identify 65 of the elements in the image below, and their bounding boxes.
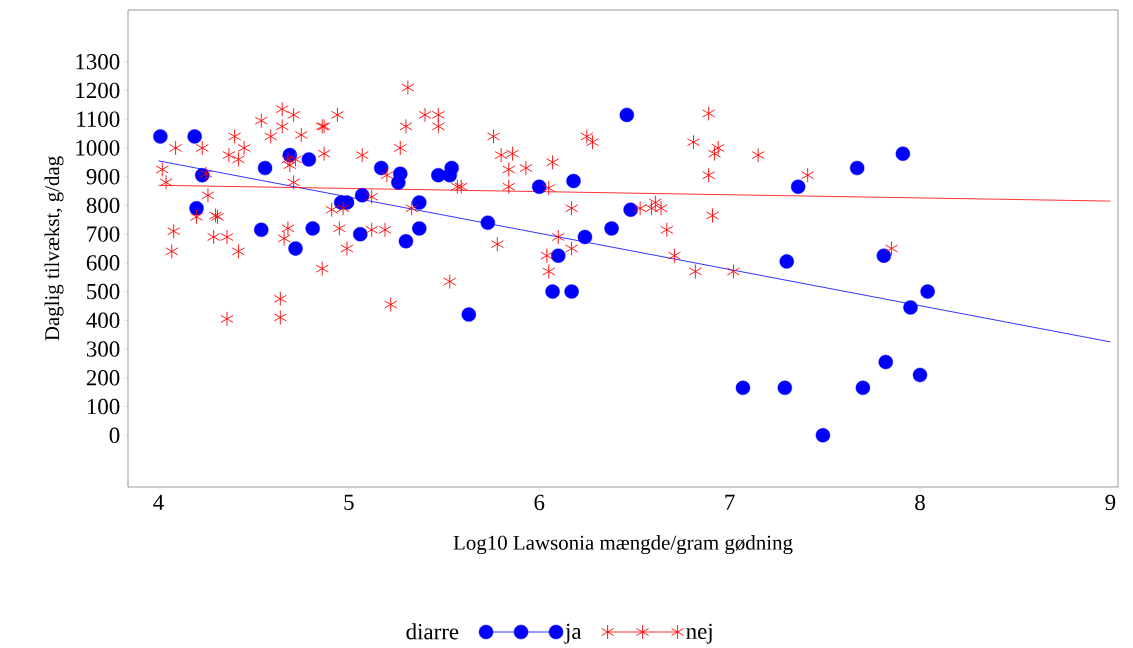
point — [398, 234, 414, 249]
point — [735, 380, 751, 396]
x-tick-label: 8 — [915, 494, 925, 511]
point — [855, 380, 871, 396]
point — [353, 226, 368, 242]
point — [912, 367, 928, 383]
point — [305, 221, 320, 236]
point — [849, 160, 865, 176]
point — [815, 428, 831, 443]
point — [301, 152, 317, 167]
y-tick-label: 1100 — [77, 111, 120, 127]
point — [551, 248, 566, 263]
y-tick-label: 200 — [86, 370, 120, 386]
point — [566, 173, 581, 189]
y-axis-title: Daglig tilvækst, g/dag — [44, 156, 64, 341]
x-tick-label: 6 — [534, 494, 545, 511]
y-tick-label: 600 — [86, 255, 120, 271]
point — [779, 254, 794, 269]
point — [480, 215, 496, 230]
y-tick-label: 500 — [87, 283, 120, 300]
x-tick-label: 7 — [725, 494, 735, 510]
y-tick-label: 900 — [86, 168, 120, 185]
point — [876, 248, 892, 263]
point — [254, 222, 269, 238]
point — [187, 129, 202, 144]
x-tick-label: 4 — [153, 494, 164, 510]
point — [288, 241, 303, 256]
point — [189, 201, 204, 216]
y-tick-label: 1200 — [76, 82, 120, 99]
x-axis-title: Log10 Lawsonia mængde/gram gødning — [453, 535, 793, 555]
y-tick-label: 700 — [87, 226, 120, 242]
point — [354, 188, 370, 203]
point — [412, 221, 427, 236]
point — [412, 195, 427, 210]
point — [623, 202, 638, 217]
x-tick-label: 5 — [344, 494, 354, 510]
legend-label: nej — [686, 623, 712, 644]
y-tick-label: 800 — [86, 197, 120, 214]
point — [153, 129, 168, 144]
y-tick-label: 400 — [86, 312, 120, 329]
point — [878, 354, 893, 370]
point — [444, 160, 459, 176]
point — [777, 380, 793, 396]
point — [604, 221, 619, 236]
legend-title: diarre — [406, 623, 459, 640]
point — [564, 284, 579, 299]
point — [920, 284, 935, 299]
point — [619, 107, 635, 123]
point — [257, 160, 273, 176]
y-tick-label: 1000 — [76, 140, 120, 156]
legend-label: ja — [564, 623, 582, 644]
y-tick-label: 1300 — [76, 53, 120, 70]
point — [545, 284, 560, 299]
point — [903, 300, 918, 315]
y-tick-label: 0 — [109, 427, 120, 443]
point — [461, 307, 476, 322]
point — [374, 160, 389, 176]
point — [790, 179, 806, 194]
point — [895, 146, 911, 161]
y-tick-label: 300 — [86, 341, 120, 357]
x-tick-label: 9 — [1105, 494, 1116, 511]
point — [577, 229, 593, 245]
point — [532, 179, 547, 194]
point — [391, 175, 406, 190]
y-tick-label: 100 — [87, 398, 120, 415]
